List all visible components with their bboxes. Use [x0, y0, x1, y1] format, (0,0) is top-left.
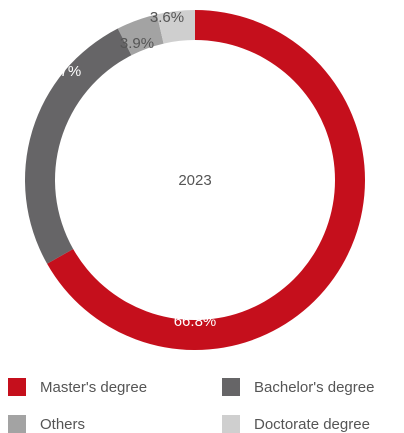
data-label: 25.7%: [39, 63, 82, 80]
legend-swatch: [222, 378, 240, 396]
donut-segment: [156, 10, 195, 44]
data-label: 66.8%: [174, 313, 217, 330]
data-label: 3.9%: [120, 35, 154, 52]
legend-label: Bachelor's degree: [254, 379, 374, 396]
legend-label: Master's degree: [40, 379, 147, 396]
legend-swatch: [8, 378, 26, 396]
data-label: 3.6%: [150, 9, 184, 26]
donut-segment: [24, 28, 132, 264]
legend-label: Doctorate degree: [254, 416, 370, 433]
center-label: 2023: [178, 172, 211, 189]
legend-swatch: [222, 415, 240, 433]
legend-swatch: [8, 415, 26, 433]
legend-label: Others: [40, 416, 85, 433]
donut-segment: [117, 14, 164, 56]
